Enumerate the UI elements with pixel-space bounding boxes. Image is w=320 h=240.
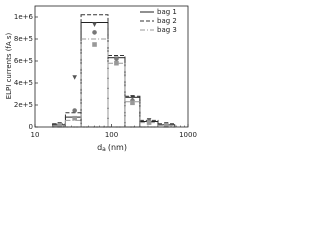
y-tick-label: 6e+5 — [14, 57, 33, 65]
legend-label: bag 3 — [157, 26, 177, 34]
plot-frame — [34, 5, 189, 128]
x-label-main: d — [97, 143, 102, 152]
marker — [92, 42, 97, 47]
marker — [92, 30, 97, 35]
legend-label: bag 1 — [157, 8, 177, 16]
marker — [146, 120, 152, 125]
y-tick-label: 0 — [29, 123, 33, 131]
marker — [163, 123, 169, 128]
x-tick-label: 1000 — [179, 131, 197, 139]
x-tick-label: 100 — [105, 131, 118, 139]
marker — [114, 56, 119, 62]
x-label-subscript: a — [102, 146, 106, 153]
y-tick-label: 2e+5 — [14, 101, 33, 109]
marker — [130, 100, 135, 106]
marker — [57, 123, 62, 128]
x-axis-label: da (nm) — [97, 143, 127, 153]
marker — [92, 22, 97, 27]
y-tick-label: 1e+6 — [14, 13, 34, 21]
step-bar — [157, 124, 176, 128]
marker — [72, 75, 77, 80]
marker — [72, 108, 77, 113]
y-tick-label: 4e+5 — [14, 79, 33, 87]
y-axis-label: ELPI currents (fA s) — [5, 32, 13, 99]
chart: ELPI currents (fA s) da (nm) 0 2e+5 4e+5 6e+… — [0, 0, 199, 153]
marker — [114, 60, 119, 66]
marker — [72, 115, 77, 121]
legend-label: bag 2 — [157, 17, 177, 25]
x-tick-label: 10 — [31, 131, 40, 139]
y-tick-label: 8e+5 — [14, 35, 33, 43]
x-label-unit: (nm) — [108, 143, 127, 152]
